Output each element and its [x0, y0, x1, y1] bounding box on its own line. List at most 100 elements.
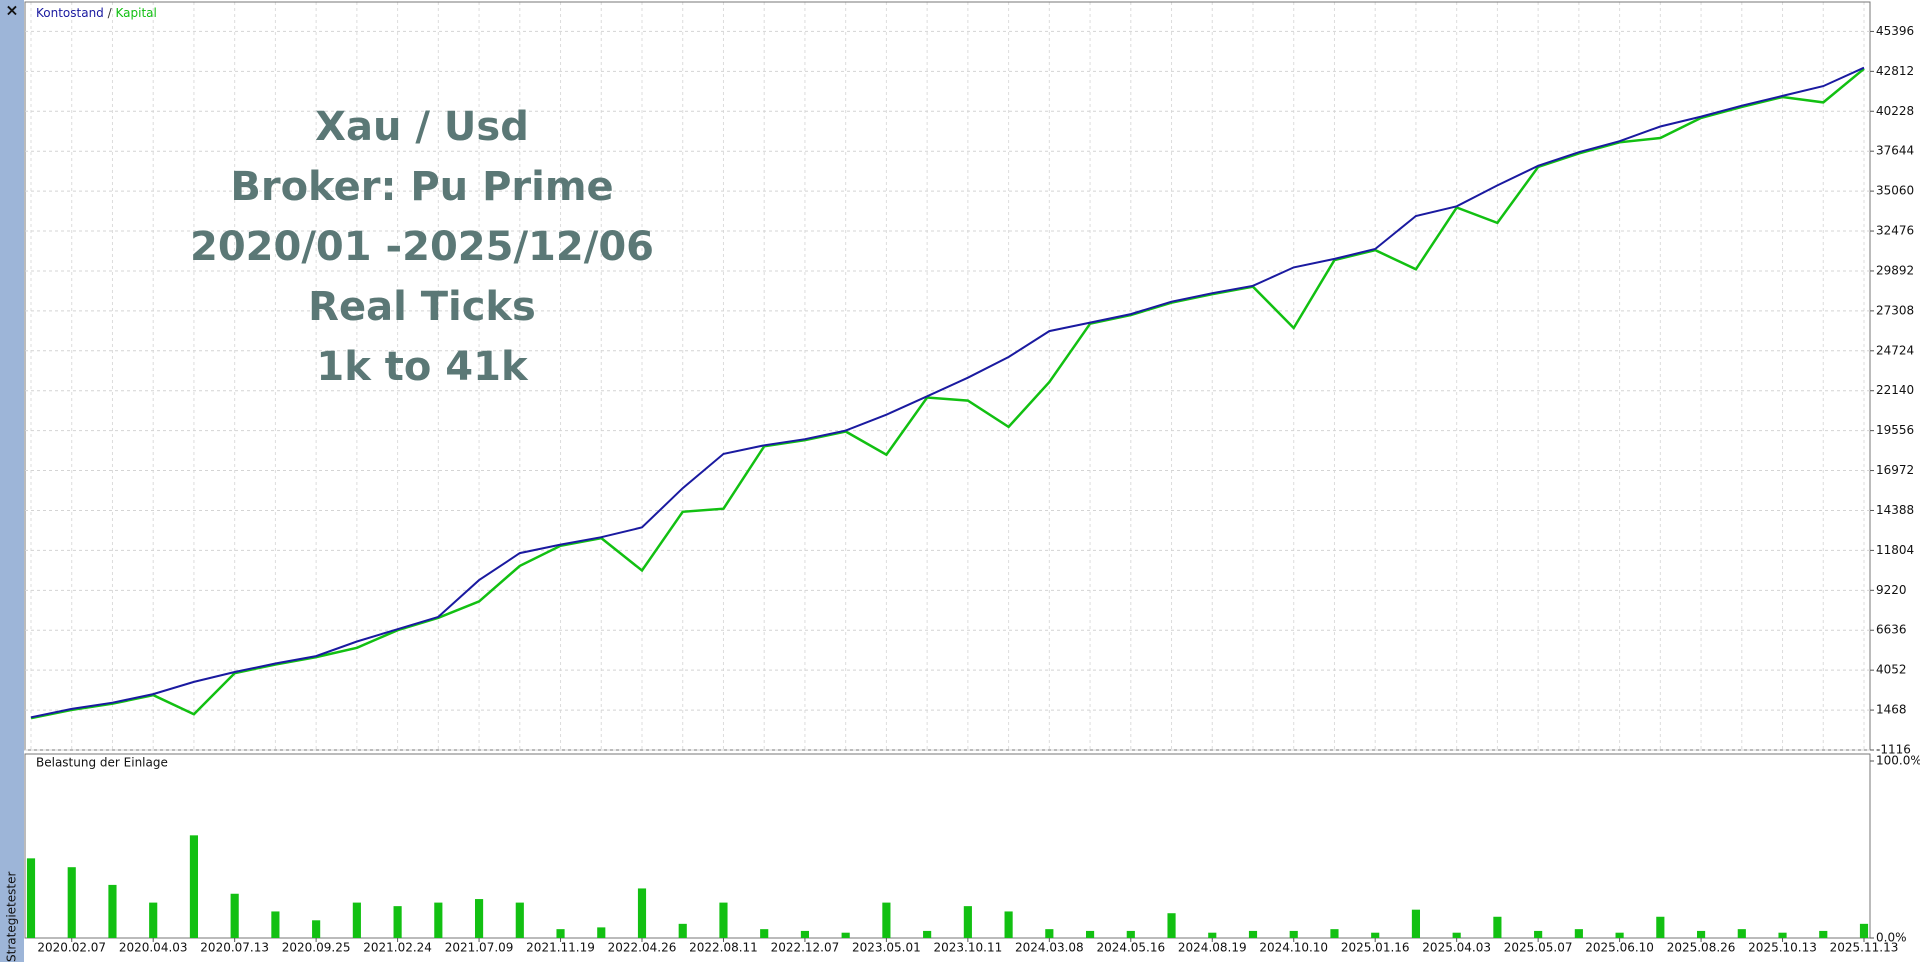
bar [67, 867, 76, 938]
x-tick-label: 2022.08.11 [689, 941, 758, 955]
bar [1452, 932, 1461, 938]
y-tick-label: 24724 [1876, 343, 1914, 357]
x-tick-label: 2025.06.10 [1585, 941, 1654, 955]
x-tick-label: 2021.07.09 [445, 941, 514, 955]
bar [1656, 916, 1665, 938]
bar [1411, 909, 1421, 938]
legend: Kontostand / Kapital [36, 6, 157, 20]
x-tick-label: 2024.10.10 [1259, 941, 1328, 955]
bar [719, 902, 728, 938]
y-tick-label: 37644 [1876, 144, 1914, 158]
bar [1085, 930, 1095, 938]
bar [1208, 932, 1217, 938]
y-tick-label: 1468 [1876, 703, 1907, 717]
bar [26, 858, 36, 938]
bar [800, 930, 810, 938]
bar [963, 906, 972, 938]
x-tick-label: 2022.12.07 [771, 941, 840, 955]
x-tick-label: 2025.04.03 [1422, 941, 1491, 955]
y-tick-label: 40228 [1876, 104, 1914, 118]
bar [1615, 932, 1624, 938]
bar [841, 932, 850, 938]
x-tick-label: 2024.03.08 [1015, 941, 1084, 955]
bar [882, 902, 891, 938]
bar [1167, 913, 1176, 938]
y-tick-label: 27308 [1876, 303, 1914, 317]
annotation: 1k to 41k [316, 344, 529, 390]
y-tick-label: 4052 [1876, 663, 1907, 677]
x-tick-label: 2025.01.16 [1341, 941, 1410, 955]
x-tick-label: 2021.11.19 [526, 941, 595, 955]
close-button[interactable]: × [5, 1, 18, 20]
panel-frame [24, 753, 1871, 939]
chart-area [24, 0, 1920, 962]
bar [1493, 916, 1502, 938]
panel-frame [24, 1, 1871, 751]
y-tick-label: -1116 [1876, 743, 1911, 757]
y-tick-label: 6636 [1876, 623, 1907, 637]
bar [352, 902, 361, 938]
annotation: 2020/01 -2025/12/06 [190, 224, 654, 270]
y-tick-label: 22140 [1876, 383, 1914, 397]
y-tick-label: 29892 [1876, 263, 1914, 277]
bar [515, 902, 524, 938]
bar [189, 835, 199, 938]
bar [1696, 930, 1706, 938]
bar [678, 923, 687, 938]
bar [1330, 929, 1339, 938]
bar [1819, 930, 1828, 938]
side-panel [0, 0, 24, 962]
annotation: Xau / Usd [315, 104, 529, 150]
bar [1534, 930, 1543, 938]
y-tick-label: 9220 [1876, 583, 1907, 597]
bar [1248, 930, 1258, 938]
x-tick-label: 2020.04.03 [119, 941, 188, 955]
legend-separator: / [104, 6, 116, 20]
y-tick-label: 11804 [1876, 543, 1914, 557]
x-tick-label: 2020.07.13 [200, 941, 269, 955]
series-line [30, 67, 1865, 720]
x-tick-label: 2025.05.07 [1504, 941, 1573, 955]
bar [149, 902, 158, 938]
annotation: Broker: Pu Prime [230, 164, 613, 210]
side-label: Strategietester [5, 872, 19, 962]
y-tick-label: 16972 [1876, 463, 1914, 477]
y-tick-label: 14388 [1876, 503, 1914, 517]
legend-entry: Kapital [115, 6, 156, 20]
bar [1004, 911, 1013, 938]
bar [1126, 930, 1135, 938]
y-tick-label: 45396 [1876, 24, 1914, 38]
bar [1778, 932, 1787, 938]
x-tick-label: 2020.09.25 [282, 941, 351, 955]
x-tick-label: 2025.11.13 [1830, 941, 1899, 955]
bar [271, 911, 280, 938]
bar [760, 929, 769, 938]
bar [1289, 930, 1298, 938]
bar [1371, 932, 1380, 938]
y-tick-label: 42812 [1876, 64, 1914, 78]
x-tick-label: 2021.02.24 [363, 941, 432, 955]
bar [108, 884, 117, 938]
x-tick-label: 2022.04.26 [608, 941, 677, 955]
bar [556, 929, 565, 938]
bar [1574, 929, 1583, 938]
bar [597, 927, 606, 938]
bar [1045, 929, 1054, 938]
bar [312, 920, 321, 938]
x-tick-label: 2020.02.07 [37, 941, 106, 955]
bar [637, 888, 647, 938]
y-tick-label: 32476 [1876, 224, 1914, 238]
bar [474, 899, 484, 938]
x-tick-label: 2025.10.13 [1748, 941, 1817, 955]
x-tick-label: 2023.10.11 [934, 941, 1003, 955]
legend-entry: Kontostand [36, 6, 104, 20]
bar [230, 893, 239, 938]
series-line [30, 66, 1865, 719]
y-tick-label: 19556 [1876, 423, 1914, 437]
annotation: Real Ticks [308, 284, 536, 330]
x-tick-label: 2023.05.01 [852, 941, 921, 955]
bar [923, 930, 932, 938]
y-tick-label: 35060 [1876, 184, 1914, 198]
